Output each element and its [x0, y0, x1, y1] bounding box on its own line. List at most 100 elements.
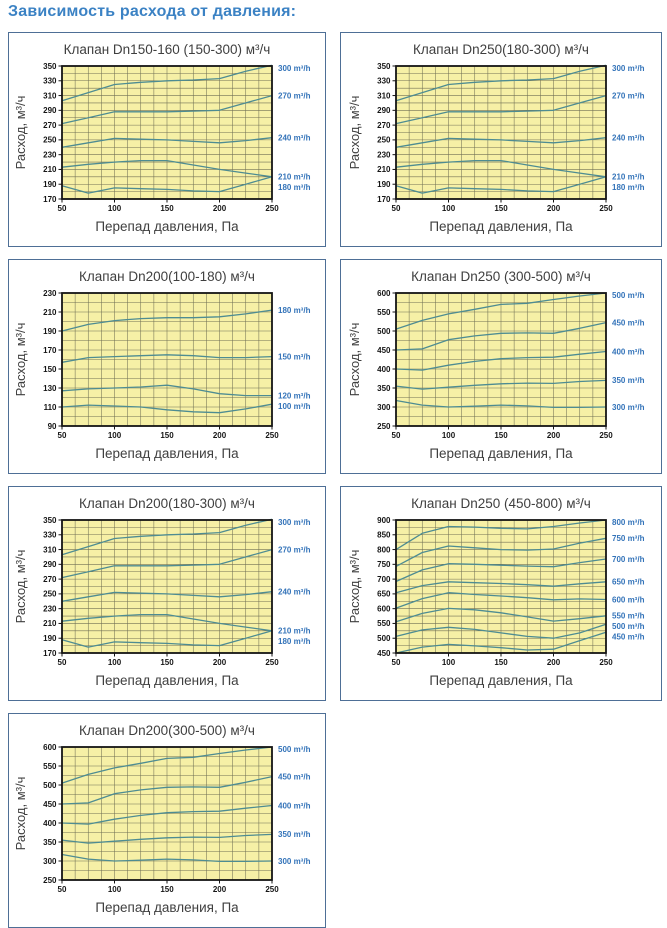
chart-card: Клапан Dn250 (450-800) м³/ч 450 500 550 600… [340, 486, 662, 701]
y-tick-label: 290 [43, 106, 57, 115]
axis-tick-labels: 170 190 210 230 250 270 290 310 330 350 50 100 150 20… [43, 517, 279, 667]
series-lines [61, 746, 273, 863]
x-tick-label: 250 [599, 431, 613, 440]
y-tick-label: 150 [43, 365, 57, 374]
axis-tick-labels: 250 300 350 400 450 500 550 600 50 100 150 200 250 [43, 744, 279, 894]
chart-plot: 450 500 550 600 650 700 750 800 850 900 50 100 150 20… [348, 517, 645, 667]
x-tick-label: 150 [494, 658, 508, 667]
series-label: 500 m³/h [612, 622, 645, 631]
y-tick-label: 190 [377, 180, 391, 189]
chart-title: Клапан Dn250(180-300) м³/ч [413, 42, 589, 57]
series-label: 600 m³/h [612, 595, 645, 604]
y-tick-label: 230 [43, 150, 57, 159]
x-tick-label: 50 [392, 658, 401, 667]
x-tick-label: 250 [599, 204, 613, 213]
x-tick-label: 100 [442, 658, 456, 667]
plot-grid [395, 292, 607, 427]
axis-tick-labels: 250 300 350 400 450 500 550 600 50 100 150 200 250 [377, 290, 613, 440]
plot-grid [61, 746, 273, 881]
y-tick-label: 250 [43, 590, 57, 599]
y-tick-label: 500 [377, 327, 391, 336]
chart-card: Клапан Dn250(180-300) м³/ч 170 190 210 230 2… [340, 32, 662, 247]
axis-ticks [392, 519, 607, 657]
x-tick-label: 200 [213, 658, 227, 667]
y-axis-label: Расход, м³/ч [14, 777, 28, 851]
x-tick-label: 100 [442, 204, 456, 213]
y-tick-label: 210 [43, 165, 57, 174]
y-tick-label: 350 [377, 384, 391, 393]
x-tick-label: 200 [213, 204, 227, 213]
series-label: 450 m³/h [278, 772, 311, 781]
axis-tick-labels: 450 500 550 600 650 700 750 800 850 900 50 100 150 20… [377, 517, 613, 667]
series-label: 300 m³/h [612, 403, 645, 412]
axis-ticks [58, 746, 273, 884]
chart-card: Клапан Dn250 (300-500) м³/ч 250 300 350 400… [340, 259, 662, 474]
y-tick-label: 270 [43, 575, 57, 584]
series-line [61, 591, 273, 602]
y-tick-label: 190 [43, 180, 57, 189]
series-line [395, 558, 607, 583]
x-axis-label: Перепад давления, Па [95, 673, 239, 688]
x-tick-label: 150 [494, 204, 508, 213]
y-tick-label: 130 [43, 384, 57, 393]
y-tick-label: 650 [377, 590, 391, 599]
y-tick-label: 230 [43, 290, 57, 298]
series-label: 350 m³/h [612, 376, 645, 385]
series-lines [395, 292, 607, 409]
axis-tick-labels: 170 190 210 230 250 270 290 310 330 350 50 100 150 20… [43, 63, 279, 213]
series-label: 450 m³/h [612, 318, 645, 327]
y-tick-label: 450 [377, 346, 391, 355]
x-tick-label: 200 [547, 658, 561, 667]
series-label: 300 m³/h [278, 518, 311, 527]
series-line [61, 384, 272, 397]
series-lines [61, 309, 273, 414]
series-lines [61, 64, 273, 194]
y-axis-label: Расход, м³/ч [14, 323, 28, 397]
y-axis-label: Расход, м³/ч [14, 550, 28, 624]
series-label: 450 m³/h [612, 633, 645, 642]
series-label: 300 m³/h [612, 64, 645, 73]
series-label: 210 m³/h [278, 627, 311, 636]
series-line [61, 137, 273, 148]
series-label: 210 m³/h [612, 173, 645, 182]
y-tick-label: 170 [43, 649, 57, 658]
series-label: 180 m³/h [612, 183, 645, 192]
y-tick-label: 190 [43, 634, 57, 643]
y-tick-label: 450 [377, 649, 391, 658]
series-label: 550 m³/h [612, 612, 645, 621]
series-line [61, 94, 273, 125]
y-tick-label: 550 [377, 619, 391, 628]
y-tick-label: 330 [43, 531, 57, 540]
chart-plot: 170 190 210 230 250 270 290 310 330 350 50 100 150 20… [348, 63, 645, 213]
series-label: 240 m³/h [612, 133, 645, 142]
series-line [395, 379, 607, 390]
chart-card: Клапан Dn200(300-500) м³/ч 250 300 350 400 4… [8, 713, 326, 928]
series-label: 180 m³/h [278, 306, 311, 315]
y-tick-label: 230 [43, 604, 57, 613]
x-tick-label: 50 [58, 204, 67, 213]
y-tick-label: 300 [377, 403, 391, 412]
y-tick-label: 170 [43, 195, 57, 204]
y-tick-label: 450 [43, 800, 57, 809]
series-line [395, 592, 607, 609]
series-lines [395, 64, 607, 194]
x-tick-label: 150 [160, 658, 174, 667]
axis-ticks [58, 65, 273, 203]
series-label: 300 m³/h [278, 64, 311, 73]
chart-card: Клапан Dn200(100-180) м³/ч 90 110 130 150 17… [8, 259, 326, 474]
x-tick-label: 50 [58, 431, 67, 440]
x-tick-label: 200 [547, 431, 561, 440]
charts-grid: Клапан Dn150-160 (150-300) м³/ч 170 190 21… [8, 32, 667, 928]
y-tick-label: 310 [43, 91, 57, 100]
series-label: 150 m³/h [278, 352, 311, 361]
y-tick-label: 110 [44, 403, 57, 412]
chart-title: Клапан Dn200(300-500) м³/ч [79, 723, 255, 738]
page-heading: Зависимость расхода от давления: [8, 3, 297, 20]
chart-card: Клапан Dn150-160 (150-300) м³/ч 170 190 21… [8, 32, 326, 247]
x-tick-label: 150 [160, 204, 174, 213]
series-label: 400 m³/h [278, 801, 311, 810]
series-line [61, 804, 273, 825]
x-axis-label: Перепад давления, Па [95, 900, 239, 915]
series-line [395, 537, 607, 567]
